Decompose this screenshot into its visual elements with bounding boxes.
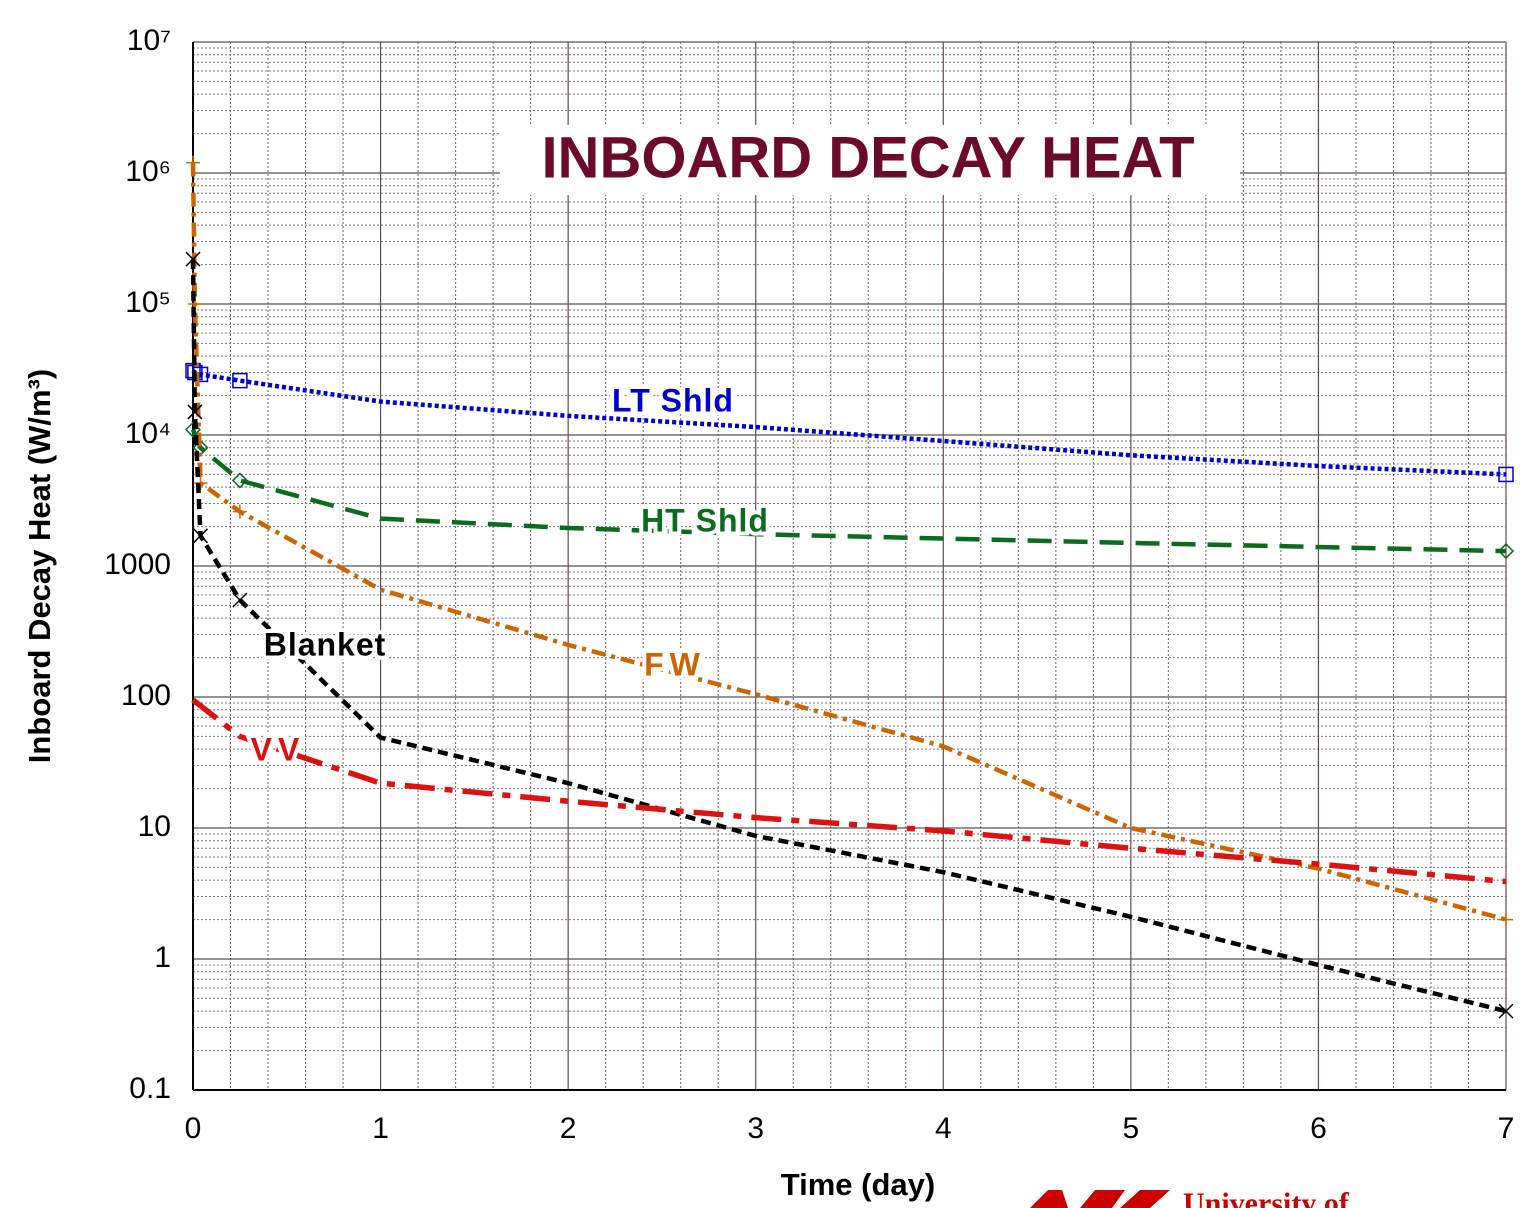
x-tick-label: 3 xyxy=(747,1112,764,1145)
x-tick-label: 6 xyxy=(1310,1112,1327,1145)
chart-title: INBOARD DECAY HEAT xyxy=(541,125,1194,190)
marker xyxy=(185,251,201,267)
y-tick-label: 1000 xyxy=(104,548,171,581)
marker xyxy=(187,404,203,420)
y-tick-label: 0.1 xyxy=(129,1072,171,1105)
y-tick-label: 10⁷ xyxy=(127,24,171,57)
x-tick-label: 7 xyxy=(1498,1112,1515,1145)
y-tick-label: 10⁵ xyxy=(125,286,171,319)
title-background xyxy=(500,125,1240,195)
x-tick-label: 0 xyxy=(185,1112,202,1145)
marker xyxy=(232,372,248,389)
marker xyxy=(1497,543,1515,560)
marker xyxy=(231,472,248,489)
marker xyxy=(1498,466,1514,483)
logo-mark xyxy=(1030,1190,1170,1208)
logo: University of xyxy=(1030,1187,1350,1208)
y-tick-label: 10 xyxy=(138,810,171,843)
x-tick-label: 4 xyxy=(935,1112,952,1145)
x-tick-label: 2 xyxy=(560,1112,577,1145)
series-line xyxy=(191,369,1507,477)
series-line xyxy=(190,428,1507,554)
marker xyxy=(232,504,247,519)
y-tick-label: 10⁴ xyxy=(125,417,171,450)
marker xyxy=(186,155,200,170)
y-tick-label: 10⁶ xyxy=(125,155,171,188)
series-label: LT Shld xyxy=(612,382,734,418)
marker xyxy=(1499,912,1513,927)
marker xyxy=(232,592,248,608)
series-label: HT Shld xyxy=(641,502,769,538)
series-label: Blanket xyxy=(264,626,387,662)
series-label: FW xyxy=(644,646,706,682)
x-tick-label: 1 xyxy=(372,1112,389,1145)
marker xyxy=(1498,1003,1514,1019)
series-line xyxy=(190,259,1507,1014)
marker xyxy=(192,528,209,544)
x-axis-title: Time (day) xyxy=(781,1167,935,1202)
y-tick-label: 100 xyxy=(121,679,171,712)
logo-text: University of xyxy=(1183,1187,1350,1208)
series-line xyxy=(191,697,1507,885)
y-axis-title: Inboard Decay Heat (W/m³) xyxy=(22,369,57,763)
y-tick-label: 1 xyxy=(154,941,171,974)
series-line xyxy=(190,162,1507,922)
series-label: VV xyxy=(251,731,306,767)
x-tick-label: 5 xyxy=(1123,1112,1140,1145)
